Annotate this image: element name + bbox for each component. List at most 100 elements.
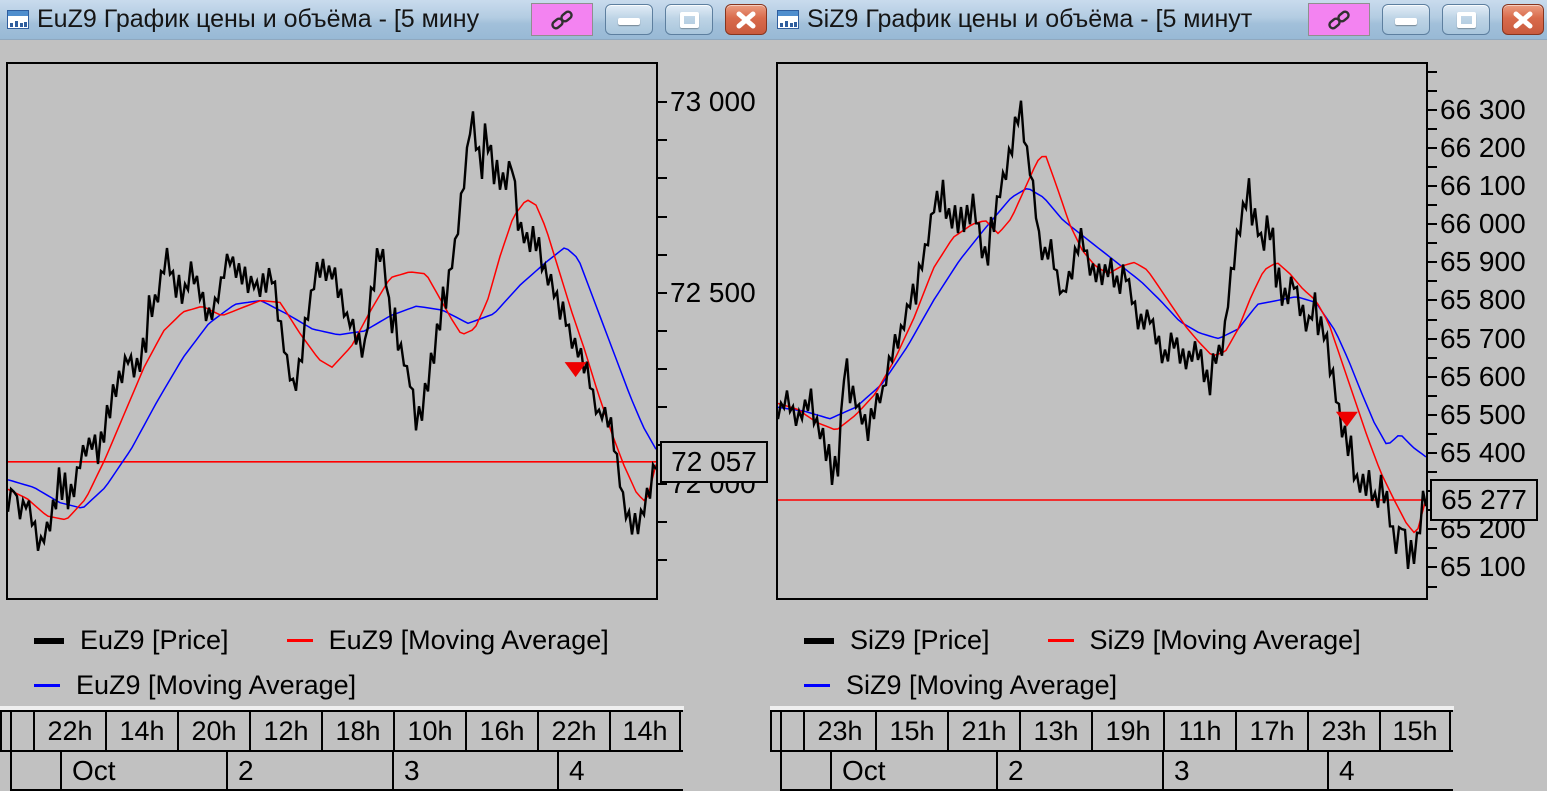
price-chart-plot[interactable] (776, 62, 1428, 600)
y-axis-tick (1428, 128, 1437, 130)
hour-cell: 15h (875, 712, 947, 750)
date-cell: 3 (392, 752, 557, 789)
y-axis-tick (1428, 471, 1437, 473)
titlebar-buttons (531, 3, 767, 36)
hour-cell: 13h (1019, 712, 1091, 750)
y-axis-label: 66 200 (1440, 132, 1526, 163)
maximize-icon (1456, 11, 1476, 28)
close-button[interactable] (1502, 4, 1544, 35)
y-axis-tick (1428, 528, 1437, 530)
current-price-box: 72 057 (660, 441, 768, 483)
price-chart-plot[interactable] (6, 62, 658, 600)
hour-cell: 21h (947, 712, 1019, 750)
time-axis[interactable]: 22h 14h 20h 12h 18h 10h 16h 22h 14h Oct … (0, 706, 684, 791)
y-axis-tick (658, 139, 667, 141)
y-axis-tick (1428, 166, 1437, 168)
y-axis-tick (1428, 261, 1437, 263)
hour-row: 22h 14h 20h 12h 18h 10h 16h 22h 14h (0, 710, 683, 752)
date-row: Oct 2 3 4 (10, 752, 683, 791)
legend-item-ma-fast: EuZ9 [Moving Average] (286, 625, 609, 656)
y-axis-label: 65 500 (1440, 399, 1526, 430)
current-price-box: 65 277 (1430, 479, 1538, 521)
hour-spacer (770, 712, 780, 750)
legend-label: SiZ9 [Moving Average] (1089, 625, 1361, 655)
y-axis-tick (1428, 547, 1437, 549)
y-axis-tick (1428, 109, 1437, 111)
minimize-button[interactable] (605, 4, 653, 35)
y-axis-tick (1428, 71, 1437, 73)
time-axis[interactable]: 23h 15h 21h 13h 19h 11h 17h 23h 15h Oct … (770, 706, 1454, 791)
y-axis-tick (1428, 204, 1437, 206)
minimize-button[interactable] (1382, 4, 1430, 35)
y-axis-tick (1428, 586, 1437, 588)
price-line-swatch (804, 637, 834, 644)
hour-cell: 15h (1379, 712, 1451, 750)
y-axis-tick (1428, 414, 1437, 416)
legend-item-price: SiZ9 [Price] (804, 625, 990, 656)
hour-cell: 16h (465, 712, 537, 750)
y-axis-tick (658, 254, 667, 256)
chain-link-icon (1328, 10, 1350, 29)
date-cell: Oct (60, 752, 226, 789)
y-axis-tick (1428, 185, 1437, 187)
hour-spacer (10, 712, 33, 750)
hour-row: 23h 15h 21h 13h 19h 11h 17h 23h 15h (770, 710, 1453, 752)
legend-label: EuZ9 [Price] (80, 625, 229, 655)
hour-cell: 14h (609, 712, 681, 750)
y-axis-tick (658, 216, 667, 218)
y-axis-tick (1428, 223, 1437, 225)
y-axis-tick (1428, 242, 1437, 244)
chart-window-icon (7, 10, 29, 29)
link-button[interactable] (531, 3, 593, 36)
date-cell: 3 (1162, 752, 1327, 789)
maximize-icon (679, 11, 699, 28)
hour-cell: 18h (321, 712, 393, 750)
y-axis-tick (1428, 357, 1437, 359)
ma-fast-line-swatch (1047, 639, 1074, 642)
sell-signal-marker (1335, 411, 1358, 427)
maximize-button[interactable] (665, 4, 713, 35)
hour-cell: 10h (393, 712, 465, 750)
y-axis-tick (1428, 338, 1437, 340)
close-button[interactable] (725, 4, 767, 35)
y-axis-tick (1428, 90, 1437, 92)
maximize-button[interactable] (1442, 4, 1490, 35)
date-spacer (10, 752, 60, 789)
date-cell: 2 (226, 752, 392, 789)
y-axis-label: 66 000 (1440, 208, 1526, 239)
ma-slow-line-swatch (34, 684, 60, 687)
y-axis-tick (658, 559, 667, 561)
close-icon (736, 11, 756, 28)
chart-window-icon (777, 10, 799, 29)
date-cell: 4 (1327, 752, 1453, 789)
hour-spacer (780, 712, 803, 750)
y-axis-label: 65 900 (1440, 246, 1526, 277)
window-title: EuZ9 График цены и объёма - [5 мину (37, 5, 480, 33)
y-axis-tick (1428, 395, 1437, 397)
legend-label: SiZ9 [Price] (850, 625, 990, 655)
y-axis-label: 72 500 (670, 277, 756, 308)
date-cell: 2 (996, 752, 1162, 789)
y-axis-label: 65 700 (1440, 323, 1526, 354)
window-euz9-chart: EuZ9 График цены и объёма - [5 мину (0, 0, 770, 791)
titlebar-buttons (1308, 3, 1544, 36)
minimize-icon (618, 18, 640, 25)
hour-cell: 12h (249, 712, 321, 750)
y-axis-tick (658, 330, 667, 332)
hour-cell: 23h (1307, 712, 1379, 750)
price-line-swatch (34, 637, 64, 644)
y-axis-tick (658, 292, 667, 294)
titlebar[interactable]: EuZ9 График цены и объёма - [5 мину (0, 0, 770, 40)
link-button[interactable] (1308, 3, 1370, 36)
ma-slow-line-swatch (804, 684, 830, 687)
titlebar[interactable]: SiZ9 График цены и объёма - [5 минут (770, 0, 1547, 40)
y-axis-tick (658, 406, 667, 408)
legend-item-ma-slow: SiZ9 [Moving Average] (804, 670, 1117, 701)
legend: EuZ9 [Price] EuZ9 [Moving Average] EuZ9 … (34, 618, 758, 708)
legend-item-ma-slow: EuZ9 [Moving Average] (34, 670, 356, 701)
y-axis-tick (658, 177, 667, 179)
y-axis-tick (1428, 147, 1437, 149)
y-axis-label: 73 000 (670, 86, 756, 117)
hour-cell: 22h (537, 712, 609, 750)
window-title: SiZ9 График цены и объёма - [5 минут (807, 5, 1253, 33)
